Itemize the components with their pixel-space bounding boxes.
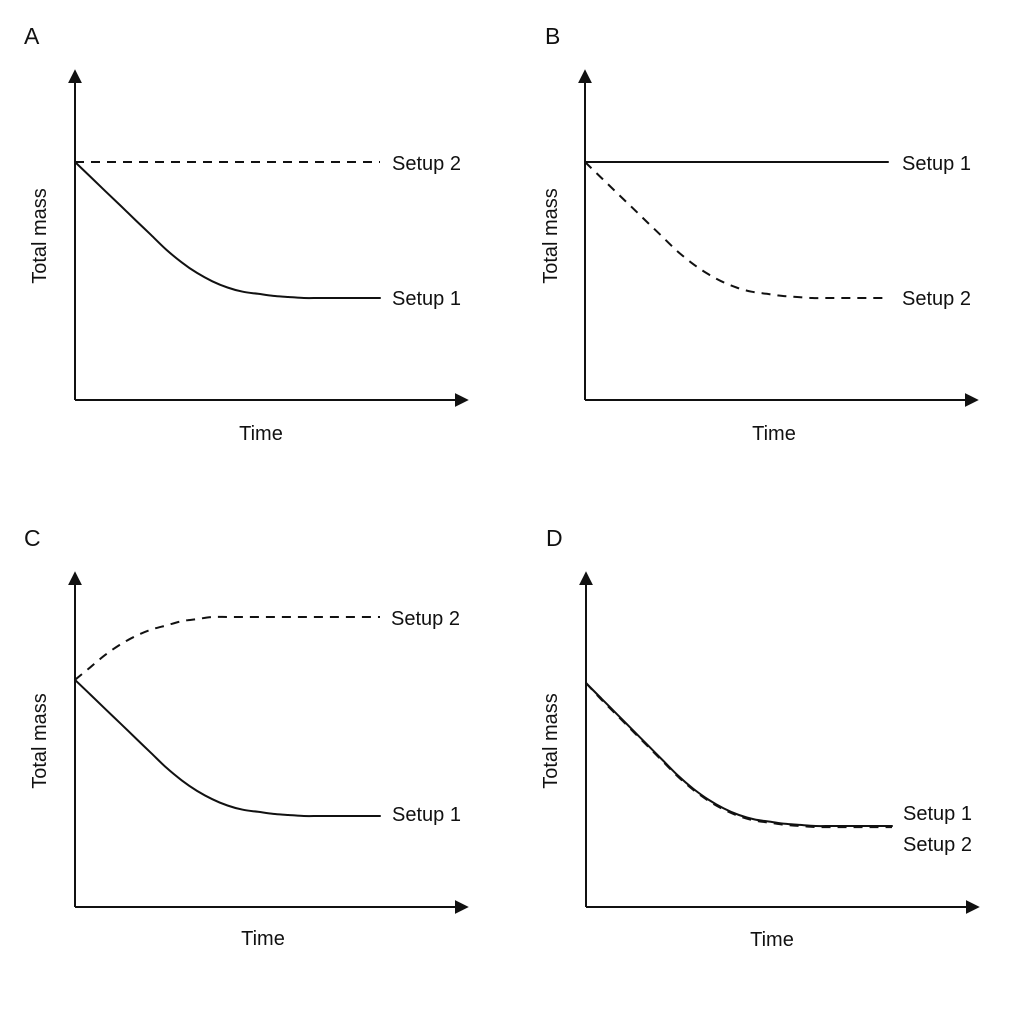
series-label-setup-1: Setup 1	[903, 803, 972, 825]
series-line-setup-1	[585, 682, 893, 828]
plot-area	[585, 682, 893, 829]
series-label-setup-2: Setup 2	[903, 834, 972, 856]
x-axis-label: Time	[241, 928, 285, 950]
plot-area	[584, 161, 889, 300]
y-axis-label: Total mass	[29, 188, 51, 284]
series-label-setup-1: Setup 1	[902, 153, 971, 175]
series-line-setup-2	[74, 615, 380, 681]
series-label-setup-2: Setup 2	[391, 608, 460, 630]
y-axis-label: Total mass	[29, 693, 51, 789]
series-line-setup-1	[74, 161, 381, 300]
panel-d: D Total mass Time Setup 1 Setup 2	[540, 525, 980, 951]
panel-letter-b: B	[545, 23, 560, 49]
series-label-setup-1: Setup 1	[392, 288, 461, 310]
series-line-setup-2	[585, 682, 892, 829]
x-axis-label: Time	[752, 423, 796, 445]
panel-letter-d: D	[546, 525, 563, 551]
series-label-setup-1: Setup 1	[392, 804, 461, 826]
panel-b: B Total mass Time Setup 1 Setup 2	[540, 23, 979, 445]
panel-letter-c: C	[24, 525, 41, 551]
panel-a: A Total mass Time Setup 2 Setup 1	[24, 23, 469, 445]
x-axis-label: Time	[750, 929, 794, 951]
y-axis-label: Total mass	[540, 693, 562, 789]
panel-letter-a: A	[24, 23, 40, 49]
series-label-setup-2: Setup 2	[902, 288, 971, 310]
x-axis-label: Time	[239, 423, 283, 445]
series-label-setup-2: Setup 2	[392, 153, 461, 175]
plot-area	[74, 161, 381, 300]
plot-area	[74, 615, 381, 818]
panel-c: C Total mass Time Setup 2 Setup 1	[24, 525, 469, 950]
series-line-setup-2	[584, 161, 888, 300]
y-axis-label: Total mass	[540, 188, 562, 284]
series-line-setup-1	[74, 678, 381, 818]
